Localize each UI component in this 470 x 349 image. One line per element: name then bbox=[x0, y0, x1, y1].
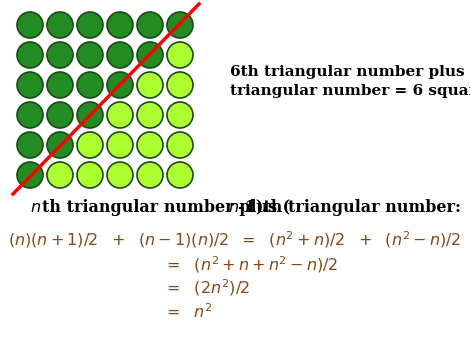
Circle shape bbox=[137, 162, 163, 188]
Circle shape bbox=[47, 102, 73, 128]
Text: $(n)(n+1)/2\ \ +\ \ (n-1)(n)/2\ \ =\ \ (n^2+n)/2\ \ +\ \ (n^2-n)/2$: $(n)(n+1)/2\ \ +\ \ (n-1)(n)/2\ \ =\ \ (… bbox=[8, 230, 461, 250]
Text: th triangular number plus (: th triangular number plus ( bbox=[42, 200, 290, 216]
Circle shape bbox=[77, 12, 103, 38]
Circle shape bbox=[77, 72, 103, 98]
Circle shape bbox=[77, 42, 103, 68]
Circle shape bbox=[167, 102, 193, 128]
Circle shape bbox=[77, 162, 103, 188]
Circle shape bbox=[107, 132, 133, 158]
Text: 6th triangular number plus 5th
triangular number = 6 squared: 6th triangular number plus 5th triangula… bbox=[230, 65, 470, 98]
Circle shape bbox=[137, 12, 163, 38]
Text: $\ \ \ \ \ \ \ \ \ \ \ \ \ \ \ \ \ \ \ \ \ \ \ \ \ \ \ \ \ \ =\ \ (n^2+n+n^2-n)/: $\ \ \ \ \ \ \ \ \ \ \ \ \ \ \ \ \ \ \ \… bbox=[8, 255, 338, 275]
Circle shape bbox=[47, 42, 73, 68]
Circle shape bbox=[107, 162, 133, 188]
Circle shape bbox=[17, 42, 43, 68]
Circle shape bbox=[167, 72, 193, 98]
Circle shape bbox=[167, 162, 193, 188]
Circle shape bbox=[137, 102, 163, 128]
Circle shape bbox=[107, 102, 133, 128]
Text: $n$: $n$ bbox=[228, 200, 239, 216]
Circle shape bbox=[167, 12, 193, 38]
Circle shape bbox=[77, 102, 103, 128]
Circle shape bbox=[107, 72, 133, 98]
Circle shape bbox=[17, 12, 43, 38]
Text: $\ \ \ \ \ \ \ \ \ \ \ \ \ \ \ \ \ \ \ \ \ \ \ \ \ \ \ \ \ \ =\ \ n^2$: $\ \ \ \ \ \ \ \ \ \ \ \ \ \ \ \ \ \ \ \… bbox=[8, 304, 213, 322]
Circle shape bbox=[17, 102, 43, 128]
Text: -1)th triangular number:: -1)th triangular number: bbox=[238, 200, 461, 216]
Circle shape bbox=[47, 12, 73, 38]
Circle shape bbox=[167, 42, 193, 68]
Text: $\ \ \ \ \ \ \ \ \ \ \ \ \ \ \ \ \ \ \ \ \ \ \ \ \ \ \ \ \ \ =\ \ (2n^2)/2$: $\ \ \ \ \ \ \ \ \ \ \ \ \ \ \ \ \ \ \ \… bbox=[8, 278, 250, 298]
Circle shape bbox=[17, 162, 43, 188]
Circle shape bbox=[107, 12, 133, 38]
Circle shape bbox=[137, 132, 163, 158]
Circle shape bbox=[47, 72, 73, 98]
Circle shape bbox=[17, 72, 43, 98]
Circle shape bbox=[77, 132, 103, 158]
Text: $n$: $n$ bbox=[30, 200, 41, 216]
Circle shape bbox=[17, 132, 43, 158]
Circle shape bbox=[167, 132, 193, 158]
Circle shape bbox=[107, 42, 133, 68]
Circle shape bbox=[47, 162, 73, 188]
Circle shape bbox=[137, 42, 163, 68]
Circle shape bbox=[137, 72, 163, 98]
Circle shape bbox=[47, 132, 73, 158]
